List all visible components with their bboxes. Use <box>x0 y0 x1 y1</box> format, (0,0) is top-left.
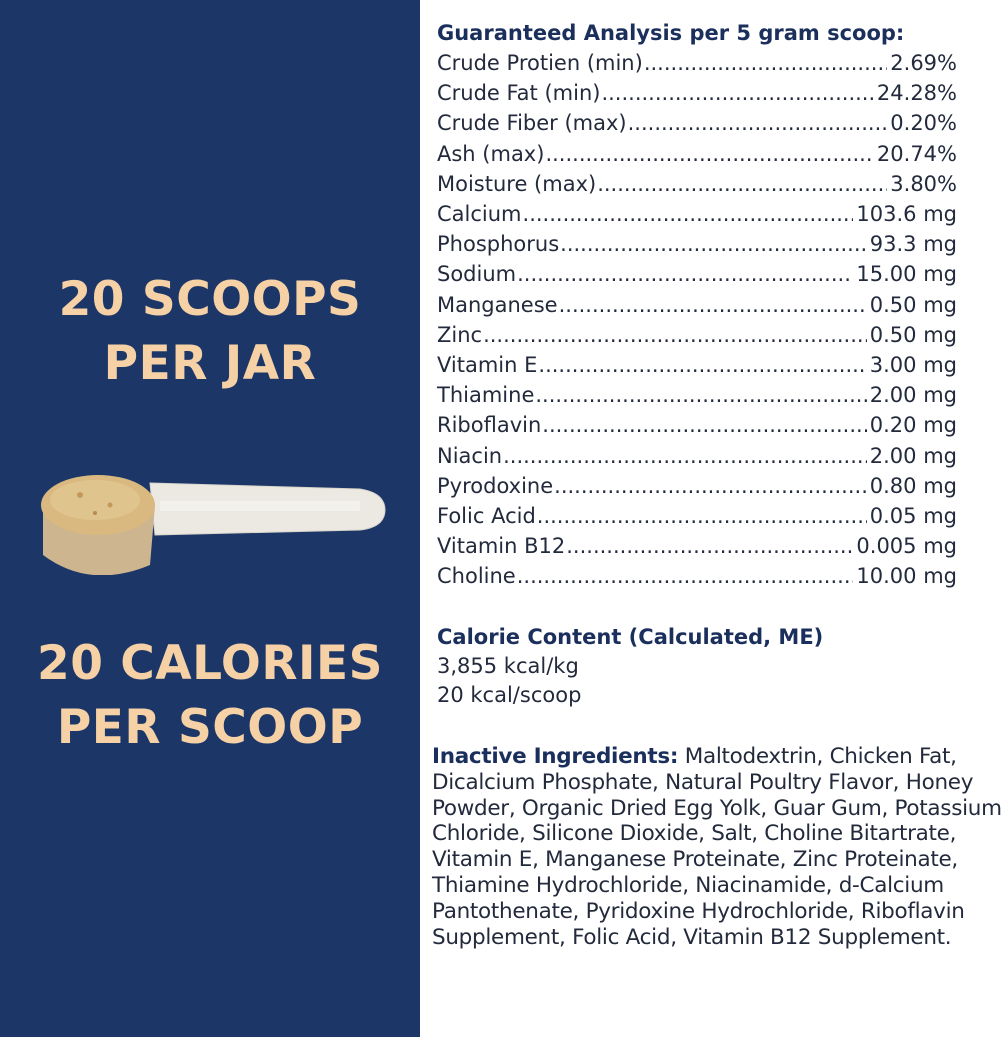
nutrient-value: 2.00 mg <box>869 383 957 408</box>
dot-leader <box>554 471 867 501</box>
analysis-row: Sodium 15.00 mg <box>437 259 957 289</box>
nutrient-label: Manganese <box>437 292 558 317</box>
analysis-row: Moisture (max) 3.80% <box>437 169 957 199</box>
calories-per-scoop: 20 CALORIES PER SCOOP <box>0 632 420 760</box>
nutrient-label: Folic Acid <box>437 504 536 529</box>
calories-line-2: PER SCOOP <box>56 700 364 755</box>
nutrient-label: Crude Protien (min) <box>437 51 643 75</box>
dot-leader <box>566 531 853 561</box>
nutrient-value: 0.20% <box>890 111 957 136</box>
scoops-per-jar: 20 SCOOPS PER JAR <box>0 268 420 396</box>
nutrient-value: 3.80% <box>890 171 957 196</box>
analysis-row: Vitamin B12 0.005 mg <box>437 531 957 561</box>
dot-leader <box>535 380 866 410</box>
dot-leader <box>601 78 873 108</box>
calorie-section: Calorie Content (Calculated, ME) 3,855 k… <box>437 622 967 710</box>
analysis-row: Ash (max) 20.74% <box>437 139 957 169</box>
scoop-image <box>41 475 386 575</box>
analysis-row: Thiamine 2.00 mg <box>437 380 957 410</box>
analysis-section: Guaranteed Analysis per 5 gram scoop: Cr… <box>437 18 967 710</box>
dot-leader <box>537 501 867 531</box>
dot-leader <box>517 259 853 289</box>
calories-line-1: 20 CALORIES <box>37 636 383 691</box>
nutrient-label: Zinc <box>437 322 483 347</box>
nutrient-value: 3.00 mg <box>869 353 957 378</box>
analysis-row: Crude Protien (min) 2.69% <box>437 48 957 78</box>
analysis-row: Crude Fat (min) 24.28% <box>437 78 957 108</box>
nutrient-value: 20.74% <box>876 141 957 166</box>
dot-leader <box>545 139 873 169</box>
scoops-line-2: PER JAR <box>103 336 317 391</box>
analysis-row: Pyrodoxine 0.80 mg <box>437 471 957 501</box>
nutrient-value: 103.6 mg <box>856 202 957 227</box>
dot-leader <box>542 410 866 440</box>
inactive-label: Inactive Ingredients: <box>432 744 679 769</box>
analysis-row: Manganese 0.50 mg <box>437 290 957 320</box>
nutrient-value: 0.005 mg <box>856 534 957 559</box>
nutrient-label: Niacin <box>437 443 503 468</box>
inactive-ingredients: Inactive Ingredients: Maltodextrin, Chic… <box>432 744 1008 950</box>
nutrient-label: Ash (max) <box>437 141 545 166</box>
calorie-heading: Calorie Content (Calculated, ME) <box>437 624 824 649</box>
dot-leader <box>559 290 867 320</box>
nutrient-label: Crude Fiber (max) <box>437 111 627 136</box>
nutrient-value: 0.80 mg <box>869 473 957 498</box>
analysis-row: Niacin 2.00 mg <box>437 441 957 471</box>
nutrient-label: Choline <box>437 564 516 589</box>
nutrient-value: 15.00 mg <box>856 262 957 287</box>
nutrient-label: Calcium <box>437 202 522 227</box>
dot-leader <box>597 169 887 199</box>
analysis-row: Riboflavin 0.20 mg <box>437 410 957 440</box>
dot-leader <box>644 48 887 78</box>
dot-leader <box>523 199 854 229</box>
analysis-table: Crude Protien (min) 2.69% Crude Fat (min) 2… <box>437 48 967 592</box>
analysis-heading: Guaranteed Analysis per 5 gram scoop: <box>437 21 905 45</box>
nutrient-label: Vitamin B12 <box>437 534 566 559</box>
analysis-row: Choline 10.00 mg <box>437 561 957 591</box>
calorie-per-scoop: 20 kcal/scoop <box>437 682 582 707</box>
nutrient-label: Crude Fat (min) <box>437 81 601 106</box>
dot-leader <box>503 441 867 471</box>
nutrient-value: 2.00 mg <box>869 443 957 468</box>
calorie-per-kg: 3,855 kcal/kg <box>437 653 579 678</box>
nutrient-value: 10.00 mg <box>856 564 957 589</box>
nutrient-value: 0.20 mg <box>869 413 957 438</box>
scoops-line-1: 20 SCOOPS <box>58 272 362 327</box>
analysis-row: Folic Acid 0.05 mg <box>437 501 957 531</box>
nutrient-label: Vitamin E <box>437 353 538 378</box>
nutrient-value: 24.28% <box>876 81 957 106</box>
nutrient-value: 93.3 mg <box>869 232 957 257</box>
nutrient-value: 0.50 mg <box>869 292 957 317</box>
nutrient-label: Thiamine <box>437 383 535 408</box>
nutrient-label: Riboflavin <box>437 413 542 438</box>
dot-leader <box>560 229 867 259</box>
analysis-row: Vitamin E 3.00 mg <box>437 350 957 380</box>
left-panel: 20 SCOOPS PER JAR 20 CALORIES PER SCOOP <box>0 0 420 1037</box>
analysis-row: Calcium 103.6 mg <box>437 199 957 229</box>
nutrient-label: Pyrodoxine <box>437 473 554 498</box>
analysis-row: Zinc 0.50 mg <box>437 320 957 350</box>
nutrient-value: 0.50 mg <box>869 322 957 347</box>
dot-leader <box>538 350 866 380</box>
dot-leader <box>483 320 867 350</box>
inactive-text: Maltodextrin, Chicken Fat, Dicalcium Pho… <box>432 744 1002 950</box>
analysis-row: Crude Fiber (max) 0.20% <box>437 108 957 138</box>
nutrient-label: Phosphorus <box>437 232 560 257</box>
nutrient-value: 0.05 mg <box>869 504 957 529</box>
analysis-row: Phosphorus 93.3 mg <box>437 229 957 259</box>
nutrient-label: Moisture (max) <box>437 171 597 196</box>
nutrient-label: Sodium <box>437 262 517 287</box>
nutrient-value: 2.69% <box>890 51 957 75</box>
dot-leader <box>628 108 888 138</box>
dot-leader <box>517 561 854 591</box>
